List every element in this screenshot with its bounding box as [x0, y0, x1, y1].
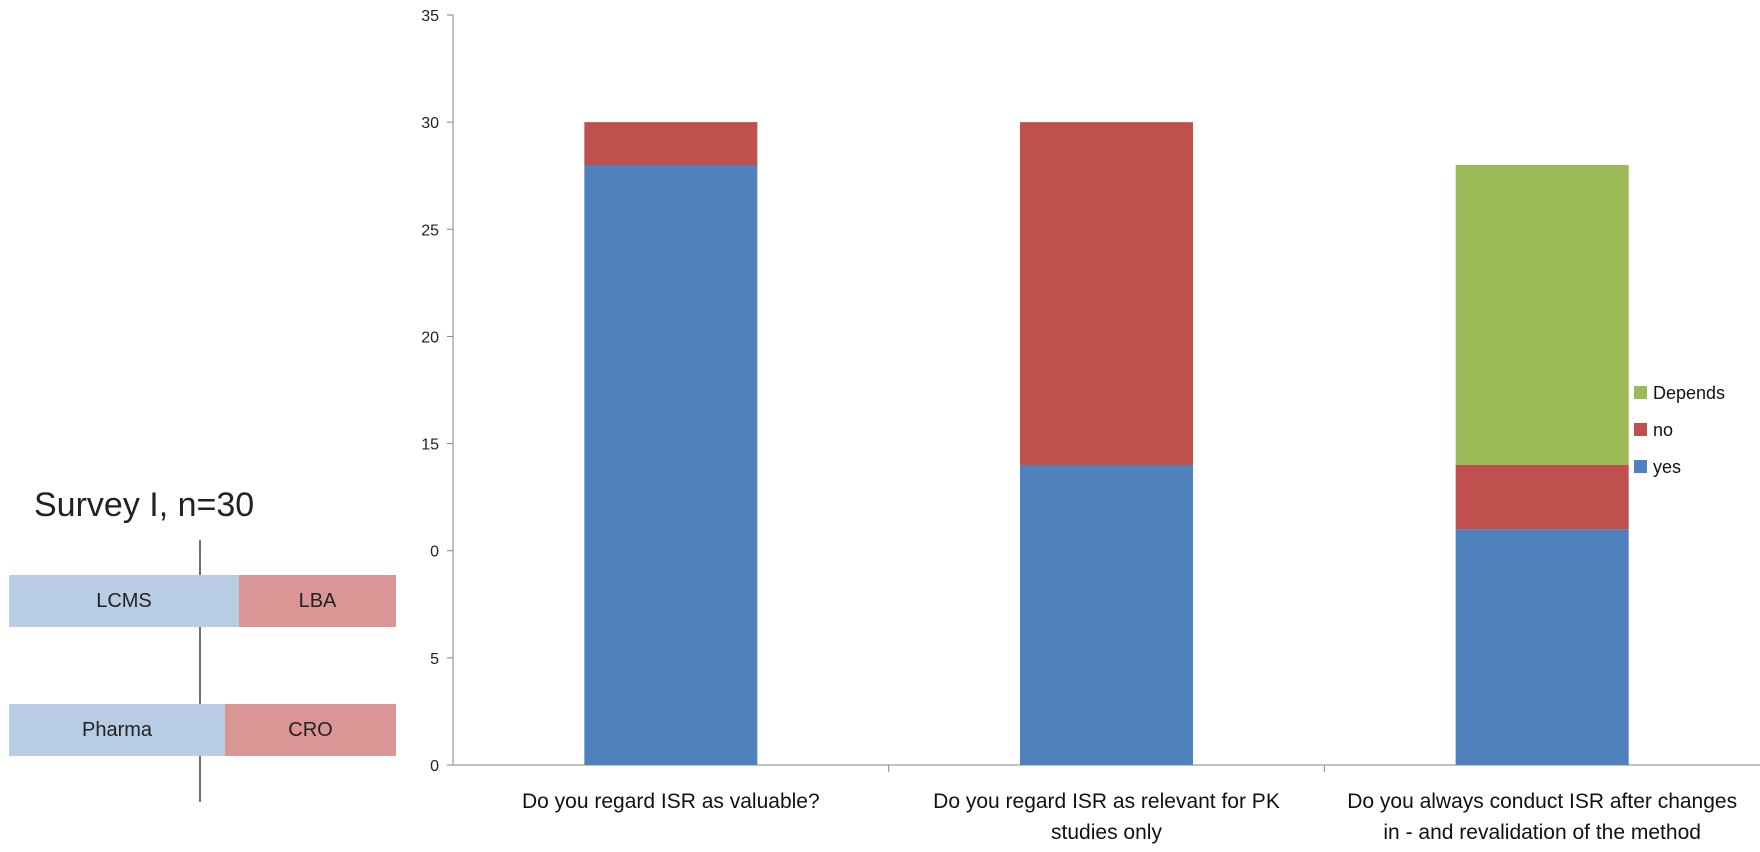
divider-line [199, 540, 201, 802]
organization-split-bar: Pharma CRO [9, 704, 396, 756]
y-tick-label: 5 [430, 651, 439, 668]
x-category-label: Do you always conduct ISR after changes [1347, 790, 1737, 813]
survey-panel: Survey I, n=30 LCMS LBA Pharma CRO [0, 0, 410, 852]
legend-swatch-no [1634, 423, 1647, 436]
x-category-label: Do you regard ISR as relevant for PK [933, 790, 1280, 813]
legend-label: yes [1653, 457, 1681, 477]
legend-label: Depends [1653, 383, 1725, 403]
y-tick-label: 0 [430, 758, 439, 775]
bar-segment-no [1455, 465, 1629, 530]
y-tick-label: 25 [421, 222, 439, 239]
bar-segment-yes [1455, 529, 1629, 765]
bar-segment-depends [1455, 165, 1629, 465]
pharma-label: Pharma [81, 718, 153, 741]
lcms-segment: LCMS [9, 575, 239, 627]
x-category-label: Do you regard ISR as valuable? [522, 790, 820, 813]
lba-segment: LBA [239, 575, 396, 627]
y-tick-label: 30 [421, 115, 439, 132]
legend-label: no [1653, 420, 1673, 440]
y-tick-label: 0 [430, 544, 439, 561]
lcms-label: LCMS [96, 589, 152, 612]
survey-title: Survey I, n=30 [34, 486, 255, 524]
y-tick-label: 35 [421, 8, 439, 25]
legend-swatch-depends [1634, 386, 1647, 399]
bar-segment-no [1020, 122, 1193, 466]
x-category-label: studies only [1051, 821, 1162, 844]
y-tick-label: 20 [421, 329, 439, 346]
pharma-segment: Pharma [9, 704, 225, 756]
x-category-label: in - and revalidation of the method [1383, 821, 1701, 844]
bar-segment-yes [584, 165, 758, 765]
bar-segment-no [584, 122, 758, 165]
cro-label: CRO [288, 718, 333, 741]
method-split-bar: LCMS LBA [9, 575, 396, 627]
bar-segment-yes [1020, 465, 1193, 765]
cro-segment: CRO [225, 704, 396, 756]
lba-label: LBA [298, 589, 337, 612]
y-tick-label: 15 [421, 437, 439, 454]
legend-swatch-yes [1634, 460, 1647, 473]
